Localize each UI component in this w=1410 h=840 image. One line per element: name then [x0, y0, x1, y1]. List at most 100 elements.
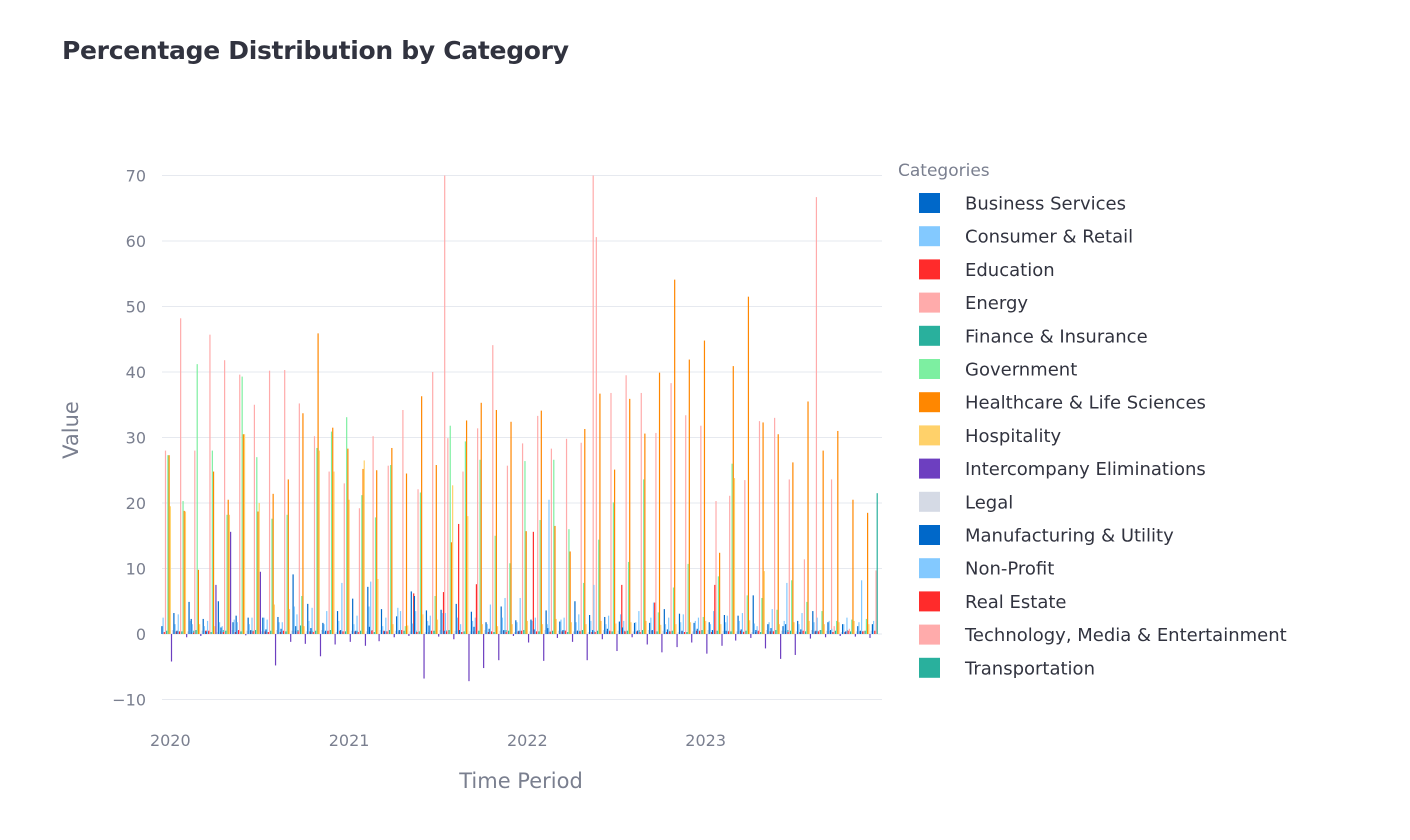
bar: [624, 631, 626, 634]
bar: [680, 622, 682, 634]
bar: [477, 428, 479, 634]
bar: [703, 340, 706, 634]
bar: [787, 632, 789, 634]
bar: [563, 617, 565, 635]
bar: [224, 360, 226, 634]
bar: [836, 620, 838, 634]
bar: [352, 598, 354, 634]
legend-label: Finance & Insurance: [965, 326, 1148, 347]
bar: [368, 626, 371, 634]
bar: [434, 596, 436, 634]
bar: [353, 624, 355, 634]
bar: [193, 632, 195, 634]
bar: [298, 403, 300, 634]
bar: [188, 601, 190, 634]
bar: [480, 402, 482, 634]
bar: [596, 630, 599, 634]
bar: [334, 634, 336, 645]
bar: [633, 622, 636, 634]
legend-swatch: [919, 292, 940, 313]
bar: [736, 631, 738, 634]
bar: [189, 620, 191, 634]
bar: [662, 630, 664, 634]
bar: [346, 417, 348, 634]
bar: [470, 611, 472, 634]
bar: [264, 631, 266, 634]
bar: [540, 410, 542, 634]
bar: [383, 630, 385, 634]
bar: [705, 620, 707, 634]
bar: [328, 471, 330, 634]
bar: [419, 492, 422, 634]
bar: [288, 609, 291, 634]
bar: [465, 420, 468, 634]
bar: [287, 479, 289, 634]
bar: [771, 609, 773, 634]
bar: [501, 617, 503, 635]
bar: [564, 630, 566, 634]
bar: [832, 632, 834, 634]
bar: [392, 624, 394, 634]
bar: [760, 632, 762, 634]
bar: [722, 630, 724, 634]
bar: [336, 611, 339, 634]
bar: [846, 617, 848, 635]
bar: [674, 279, 676, 634]
bar: [556, 634, 558, 638]
bar: [533, 629, 535, 634]
bar: [756, 626, 758, 634]
bar: [644, 433, 646, 634]
bar: [775, 630, 777, 634]
bar: [822, 450, 824, 634]
bar: [374, 517, 377, 634]
bar: [649, 622, 651, 634]
bar: [672, 587, 675, 634]
bar: [173, 613, 175, 634]
bar: [830, 479, 833, 634]
bar: [424, 632, 426, 634]
bar: [720, 624, 722, 634]
bar: [711, 632, 713, 634]
bar: [615, 623, 617, 634]
bar: [197, 569, 200, 634]
bar: [247, 617, 249, 635]
bar: [364, 634, 367, 646]
legend-swatch: [919, 558, 940, 579]
bar: [175, 631, 177, 634]
bar: [236, 622, 238, 634]
bar: [757, 630, 759, 634]
y-tick-label: 60: [126, 232, 146, 251]
bar: [438, 634, 440, 637]
bar: [280, 628, 282, 634]
bar: [478, 630, 480, 634]
bar: [580, 442, 582, 634]
legend: Categories Business Services Consumer & R…: [898, 161, 1287, 679]
bar: [567, 632, 569, 634]
bar: [529, 631, 531, 634]
bar: [290, 634, 292, 642]
bar: [235, 615, 237, 634]
bar: [681, 630, 683, 634]
bar: [565, 438, 568, 634]
bar: [573, 631, 575, 634]
bar: [237, 630, 240, 634]
bar: [618, 621, 620, 634]
bar: [524, 461, 526, 634]
bar: [656, 631, 658, 634]
bar: [780, 634, 782, 659]
bar: [316, 447, 318, 634]
legend-label: Manufacturing & Utility: [965, 526, 1174, 547]
bar: [871, 624, 874, 634]
bar: [227, 499, 229, 634]
bar: [725, 630, 727, 634]
bar: [510, 421, 512, 634]
bar: [504, 597, 506, 634]
bar: [805, 631, 807, 634]
x-axis-title: Time Period: [458, 769, 583, 793]
bar: [467, 516, 469, 634]
bar: [739, 630, 742, 634]
bar: [735, 634, 737, 641]
bar: [670, 383, 672, 634]
bar: [839, 634, 841, 636]
bar: [519, 597, 521, 634]
